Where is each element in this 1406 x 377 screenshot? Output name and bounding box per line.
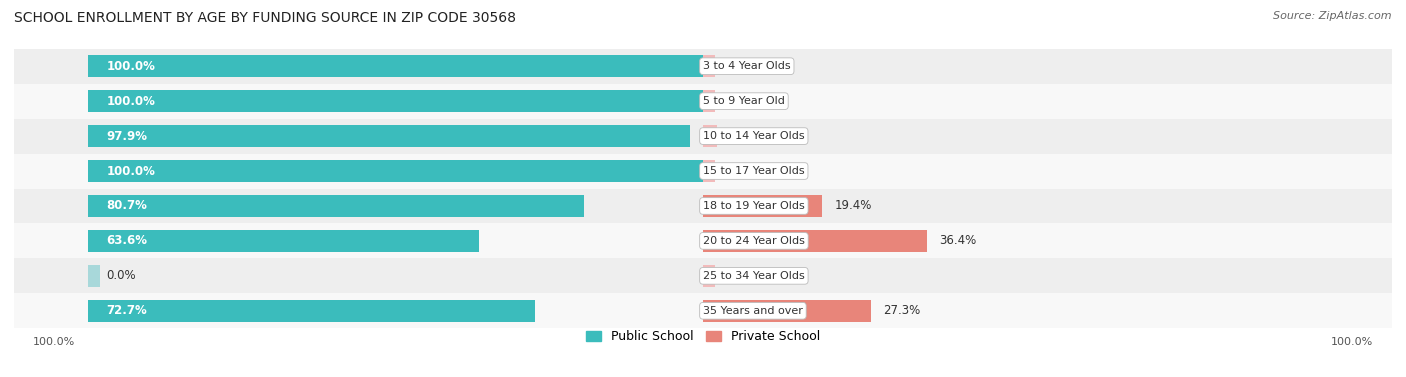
Text: 20 to 24 Year Olds: 20 to 24 Year Olds bbox=[703, 236, 804, 246]
Bar bbox=[14, 153, 1392, 188]
Bar bbox=[87, 230, 479, 252]
Bar bbox=[87, 265, 100, 287]
Bar bbox=[87, 55, 703, 77]
Text: 97.9%: 97.9% bbox=[107, 130, 148, 143]
Text: 0.0%: 0.0% bbox=[107, 269, 136, 282]
Text: 63.6%: 63.6% bbox=[107, 234, 148, 247]
Text: 35 Years and over: 35 Years and over bbox=[703, 306, 803, 316]
Bar bbox=[703, 90, 716, 112]
Bar bbox=[14, 224, 1392, 258]
Text: Source: ZipAtlas.com: Source: ZipAtlas.com bbox=[1274, 11, 1392, 21]
Text: 15 to 17 Year Olds: 15 to 17 Year Olds bbox=[703, 166, 804, 176]
Bar bbox=[703, 230, 927, 252]
Text: 0.0%: 0.0% bbox=[724, 60, 754, 73]
Bar bbox=[703, 195, 823, 217]
Text: 80.7%: 80.7% bbox=[107, 199, 148, 213]
Text: 19.4%: 19.4% bbox=[835, 199, 872, 213]
Text: SCHOOL ENROLLMENT BY AGE BY FUNDING SOURCE IN ZIP CODE 30568: SCHOOL ENROLLMENT BY AGE BY FUNDING SOUR… bbox=[14, 11, 516, 25]
Bar bbox=[14, 49, 1392, 84]
Bar bbox=[14, 188, 1392, 224]
Bar bbox=[703, 265, 716, 287]
Text: 100.0%: 100.0% bbox=[32, 337, 75, 347]
Bar bbox=[87, 90, 703, 112]
Text: 0.0%: 0.0% bbox=[724, 95, 754, 108]
Text: 36.4%: 36.4% bbox=[939, 234, 976, 247]
Text: 2.2%: 2.2% bbox=[724, 130, 755, 143]
Text: 25 to 34 Year Olds: 25 to 34 Year Olds bbox=[703, 271, 804, 281]
Text: 100.0%: 100.0% bbox=[107, 95, 155, 108]
Bar bbox=[703, 55, 716, 77]
Bar bbox=[703, 300, 870, 322]
Bar bbox=[87, 125, 690, 147]
Text: 10 to 14 Year Olds: 10 to 14 Year Olds bbox=[703, 131, 804, 141]
Text: 100.0%: 100.0% bbox=[107, 60, 155, 73]
Text: 18 to 19 Year Olds: 18 to 19 Year Olds bbox=[703, 201, 804, 211]
Bar bbox=[703, 125, 717, 147]
Bar bbox=[14, 84, 1392, 119]
Text: 100.0%: 100.0% bbox=[1331, 337, 1374, 347]
Text: 3 to 4 Year Olds: 3 to 4 Year Olds bbox=[703, 61, 790, 71]
Bar bbox=[14, 293, 1392, 328]
Text: 0.0%: 0.0% bbox=[724, 269, 754, 282]
Bar bbox=[87, 195, 585, 217]
Text: 100.0%: 100.0% bbox=[107, 164, 155, 178]
Text: 5 to 9 Year Old: 5 to 9 Year Old bbox=[703, 96, 785, 106]
Text: 27.3%: 27.3% bbox=[883, 304, 921, 317]
Bar bbox=[87, 300, 536, 322]
Bar bbox=[14, 119, 1392, 153]
Bar bbox=[14, 258, 1392, 293]
Legend: Public School, Private School: Public School, Private School bbox=[581, 325, 825, 348]
Text: 0.0%: 0.0% bbox=[724, 164, 754, 178]
Bar bbox=[87, 160, 703, 182]
Text: 72.7%: 72.7% bbox=[107, 304, 148, 317]
Bar bbox=[703, 160, 716, 182]
